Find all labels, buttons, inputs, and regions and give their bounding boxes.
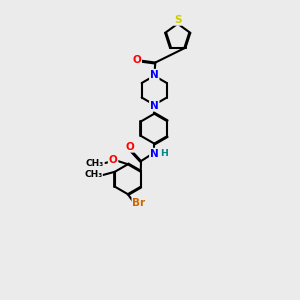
Text: N: N bbox=[150, 148, 159, 159]
Text: CH₃: CH₃ bbox=[86, 158, 104, 167]
Text: S: S bbox=[174, 15, 182, 25]
Text: O: O bbox=[125, 142, 134, 152]
Text: CH₃: CH₃ bbox=[84, 170, 102, 179]
Text: Br: Br bbox=[132, 198, 146, 208]
Text: H: H bbox=[160, 149, 168, 158]
Text: N: N bbox=[150, 70, 159, 80]
Text: N: N bbox=[150, 101, 159, 111]
Text: O: O bbox=[132, 56, 141, 65]
Text: O: O bbox=[109, 155, 118, 166]
